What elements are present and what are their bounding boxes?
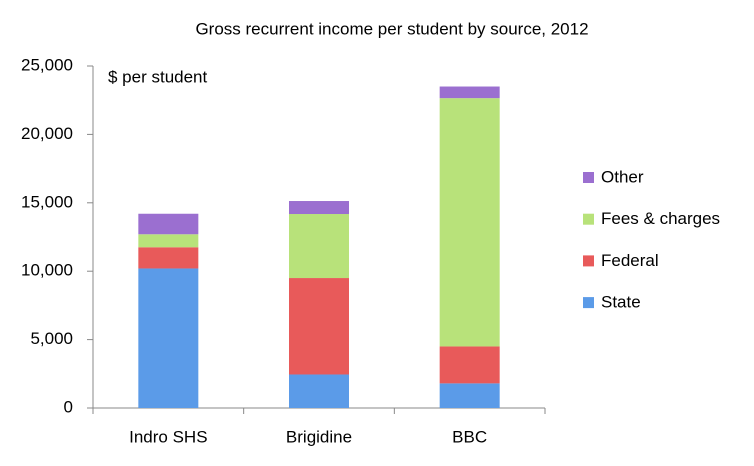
y-tick-label: 25,000 <box>21 55 73 74</box>
legend-label: State <box>601 293 641 312</box>
bar-segment <box>138 213 199 235</box>
bar-segment <box>439 346 500 384</box>
chart-title: Gross recurrent income per student by so… <box>195 19 588 38</box>
annotation: $ per student <box>108 67 208 86</box>
x-tick-label: BBC <box>452 427 487 446</box>
bar-segment <box>289 214 349 279</box>
bar-segment <box>138 234 199 248</box>
y-tick-label: 15,000 <box>21 192 73 211</box>
legend-swatch <box>583 255 594 267</box>
x-tick-label: Indro SHS <box>129 427 207 446</box>
bar-segment <box>439 86 500 99</box>
y-tick-label: 5,000 <box>30 329 73 348</box>
bar-segment <box>138 247 199 269</box>
bar-segment <box>439 383 500 408</box>
legend-label: Fees & charges <box>601 209 720 228</box>
legend-swatch <box>583 297 594 309</box>
legend-label: Other <box>601 167 644 186</box>
y-tick-label: 0 <box>64 397 73 416</box>
bar-segment <box>439 98 500 347</box>
legend-swatch <box>583 213 594 225</box>
legend-label: Federal <box>601 251 659 270</box>
legend-swatch <box>583 172 594 183</box>
y-tick-label: 10,000 <box>21 261 73 280</box>
bar-segment <box>289 278 349 375</box>
bar-segment <box>289 374 349 408</box>
bar-segment <box>289 201 349 215</box>
bar-segment <box>138 268 199 408</box>
x-tick-label: Brigidine <box>286 427 352 446</box>
y-tick-label: 20,000 <box>21 124 73 143</box>
